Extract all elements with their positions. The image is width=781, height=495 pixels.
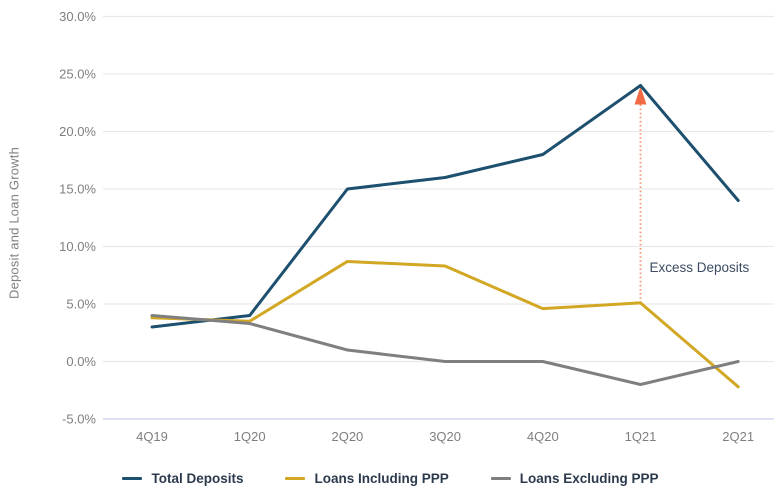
y-axis-title-text: Deposit and Loan Growth [6,146,22,300]
y-tick-label: 30.0% [59,9,96,24]
series-line-loans-excluding-ppp [150,314,740,386]
legend-item-loans-including-ppp: Loans Including PPP [285,471,449,486]
y-tick-label: 20.0% [59,124,96,139]
legend-swatch-icon [122,477,143,480]
x-tick-label: 4Q20 [527,429,559,444]
series-line-total-deposits [150,84,740,329]
x-tick-label: 4Q19 [136,429,168,444]
legend-label: Total Deposits [151,471,244,486]
y-tick-label: 25.0% [59,67,96,82]
legend-item-total-deposits: Total Deposits [122,471,243,486]
annotation-label: Excess Deposits [650,260,750,275]
x-tick-label: 3Q20 [429,429,461,444]
y-tick-label: 5.0% [66,297,96,312]
y-tick-label: 0.0% [66,354,96,369]
legend-label: Loans Including PPP [314,471,449,486]
legend-item-loans-excluding-ppp: Loans Excluding PPP [490,471,659,486]
y-tick-label: 15.0% [59,182,96,197]
legend-swatch-icon [285,477,306,480]
x-tick-label: 1Q20 [234,429,266,444]
legend-swatch-icon [490,477,511,480]
y-tick-label: -5.0% [62,412,96,427]
annotation-arrow-icon [634,86,647,105]
series-line-loans-including-ppp [150,259,740,389]
legend-label: Loans Excluding PPP [519,471,659,486]
legend: Total Deposits Loans Including PPP Loans E… [0,462,781,495]
x-tick-label: 2Q21 [722,429,754,444]
x-tick-label: 1Q21 [625,429,657,444]
plot-area: 30.0% 25.0% 20.0% 15.0% 10.0% 5.0% 0.0% -5.0% 4Q… [59,9,774,444]
y-tick-label: 10.0% [59,239,96,254]
x-tick-label: 2Q20 [331,429,363,444]
